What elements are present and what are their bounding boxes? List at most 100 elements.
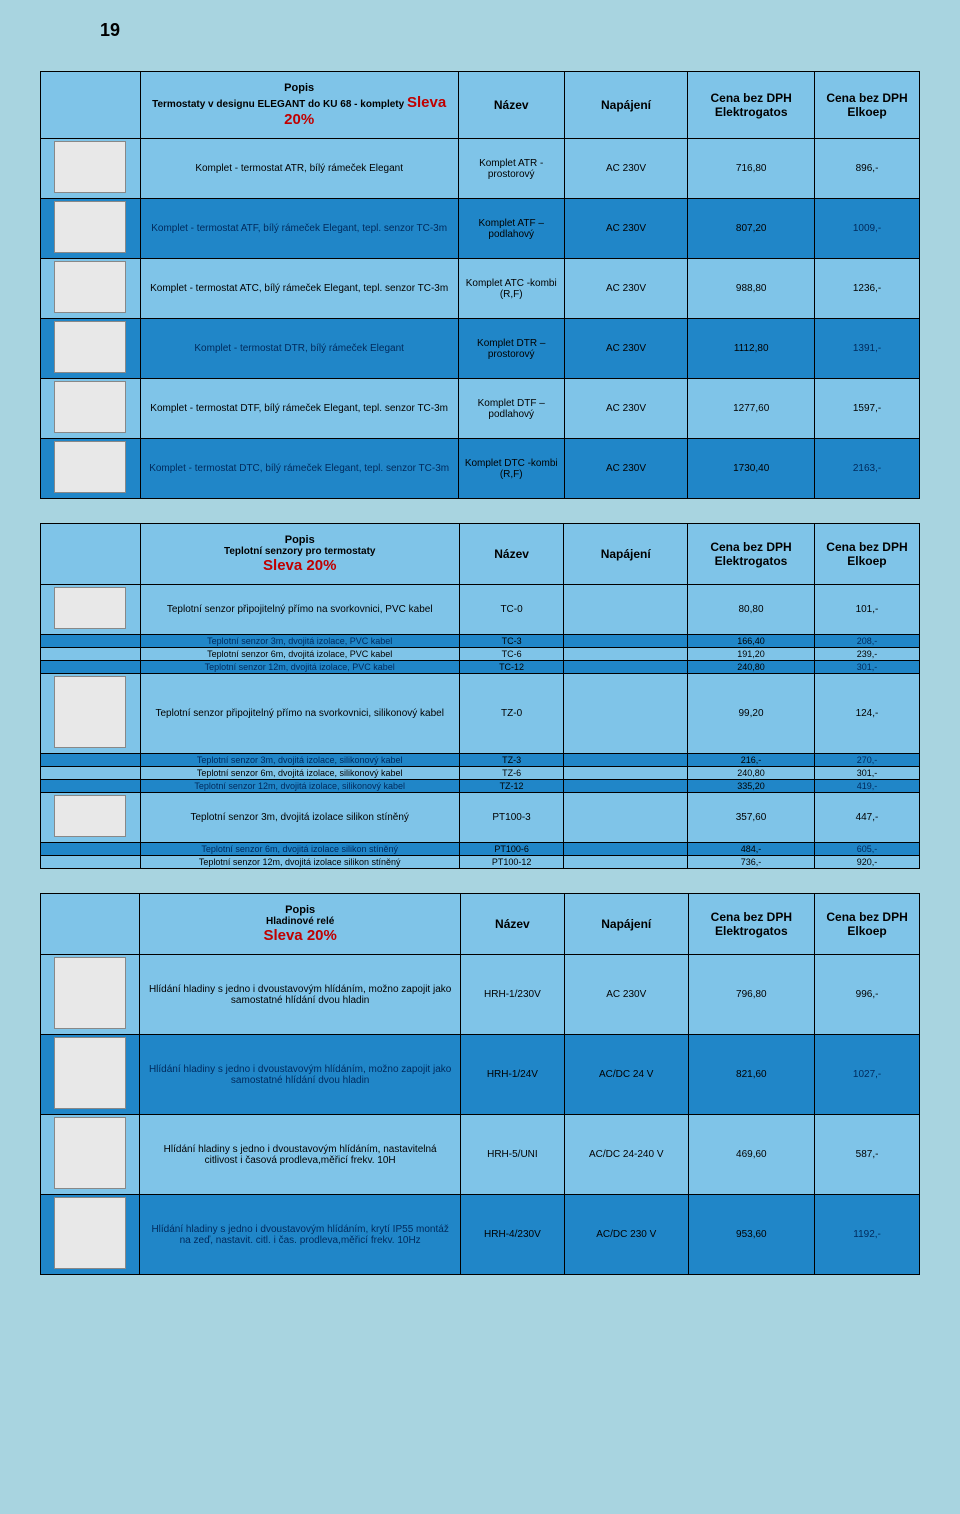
cell-name: PT100-12 <box>459 856 563 869</box>
hdr-img <box>41 72 141 139</box>
product-thumb-cell <box>41 139 141 199</box>
cell-price1: 484,- <box>688 843 815 856</box>
cell-power: AC 230V <box>564 379 688 439</box>
table-thermostats: Popis Termostaty v designu ELEGANT do KU… <box>40 71 920 499</box>
hdr-popis-title: Popis <box>146 904 453 916</box>
cell-price2: 239,- <box>814 648 919 661</box>
cell-desc: Teplotní senzor 12m, dvojitá izolace, PV… <box>140 661 459 674</box>
cell-power: AC/DC 24-240 V <box>564 1115 688 1195</box>
cell-desc: Hlídání hladiny s jedno i dvoustavovým h… <box>140 1195 460 1275</box>
hdr-popis-sub: Termostaty v designu ELEGANT do KU 68 - … <box>152 99 404 110</box>
product-thumb-cell <box>41 856 141 869</box>
product-thumb-cell <box>41 754 141 767</box>
cell-desc: Teplotní senzor 6m, dvojitá izolace, PVC… <box>140 648 459 661</box>
hdr-popis-title: Popis <box>147 534 453 546</box>
product-thumb <box>54 587 126 629</box>
cell-price1: 988,80 <box>688 259 815 319</box>
cell-name: Komplet ATF – podlahový <box>458 199 564 259</box>
cell-power <box>564 843 688 856</box>
cell-power <box>564 793 688 843</box>
table-header-row: Popis Hladinové relé Sleva 20% Název Nap… <box>41 894 920 955</box>
hdr-sleva: Sleva 20% <box>146 927 453 944</box>
product-thumb-cell <box>41 1115 140 1195</box>
cell-power: AC 230V <box>564 439 688 499</box>
table-row: Komplet - termostat ATC, bílý rámeček El… <box>41 259 920 319</box>
cell-name: Komplet ATC -kombi (R,F) <box>458 259 564 319</box>
cell-price2: 1009,- <box>815 199 920 259</box>
cell-power <box>564 648 688 661</box>
product-thumb <box>54 676 126 748</box>
cell-name: Komplet DTC -kombi (R,F) <box>458 439 564 499</box>
product-thumb-cell <box>41 635 141 648</box>
cell-desc: Komplet - termostat ATF, bílý rámeček El… <box>140 199 458 259</box>
product-thumb-cell <box>41 379 141 439</box>
cell-name: TZ-0 <box>459 674 563 754</box>
hdr-popis: Popis Hladinové relé Sleva 20% <box>140 894 460 955</box>
cell-name: Komplet DTF – podlahový <box>458 379 564 439</box>
product-thumb-cell <box>41 661 141 674</box>
table-row: Hlídání hladiny s jedno i dvoustavovým h… <box>41 1035 920 1115</box>
cell-name: TC-12 <box>459 661 563 674</box>
hdr-popis-sub: Hladinové relé <box>146 916 453 927</box>
cell-price2: 101,- <box>814 585 919 635</box>
cell-name: Komplet ATR - prostorový <box>458 139 564 199</box>
table-row: Teplotní senzor 12m, dvojitá izolace sil… <box>41 856 920 869</box>
table-row: Teplotní senzor 6m, dvojitá izolace, sil… <box>41 767 920 780</box>
hdr-img <box>41 894 140 955</box>
product-thumb <box>54 957 126 1029</box>
cell-power: AC 230V <box>564 259 688 319</box>
cell-power: AC 230V <box>564 319 688 379</box>
hdr-cena2: Cena bez DPH Elkoep <box>814 524 919 585</box>
cell-power: AC/DC 230 V <box>564 1195 688 1275</box>
cell-price2: 419,- <box>814 780 919 793</box>
cell-price1: 1730,40 <box>688 439 815 499</box>
product-thumb <box>54 795 126 837</box>
cell-name: HRH-5/UNI <box>460 1115 564 1195</box>
hdr-cena1: Cena bez DPH Elektrogatos <box>688 524 815 585</box>
cell-price1: 796,80 <box>688 955 815 1035</box>
cell-name: PT100-6 <box>459 843 563 856</box>
cell-price2: 896,- <box>815 139 920 199</box>
product-thumb-cell <box>41 843 141 856</box>
cell-price1: 1112,80 <box>688 319 815 379</box>
cell-name: TC-3 <box>459 635 563 648</box>
hdr-cena1: Cena bez DPH Elektrogatos <box>688 72 815 139</box>
cell-name: TC-0 <box>459 585 563 635</box>
table-row: Komplet - termostat DTC, bílý rámeček El… <box>41 439 920 499</box>
table-sensors: Popis Teplotní senzory pro termostaty Sl… <box>40 523 920 869</box>
table-row: Teplotní senzor připojitelný přímo na sv… <box>41 674 920 754</box>
cell-name: PT100-3 <box>459 793 563 843</box>
cell-price1: 335,20 <box>688 780 815 793</box>
cell-desc: Komplet - termostat ATC, bílý rámeček El… <box>140 259 458 319</box>
table-relays: Popis Hladinové relé Sleva 20% Název Nap… <box>40 893 920 1275</box>
table-row: Hlídání hladiny s jedno i dvoustavovým h… <box>41 1115 920 1195</box>
product-thumb <box>54 1197 126 1269</box>
table-row: Komplet - termostat ATF, bílý rámeček El… <box>41 199 920 259</box>
cell-desc: Teplotní senzor 3m, dvojitá izolace, sil… <box>140 754 459 767</box>
cell-price2: 208,- <box>814 635 919 648</box>
table-row: Teplotní senzor 3m, dvojitá izolace, PVC… <box>41 635 920 648</box>
cell-power: AC 230V <box>564 139 688 199</box>
cell-price1: 821,60 <box>688 1035 815 1115</box>
hdr-cena2: Cena bez DPH Elkoep <box>815 894 920 955</box>
cell-price2: 301,- <box>814 661 919 674</box>
cell-price2: 605,- <box>814 843 919 856</box>
table-header-row: Popis Teplotní senzory pro termostaty Sl… <box>41 524 920 585</box>
product-thumb-cell <box>41 1035 140 1115</box>
cell-price2: 920,- <box>814 856 919 869</box>
hdr-nazev: Název <box>460 894 564 955</box>
cell-power <box>564 661 688 674</box>
hdr-napajeni: Napájení <box>564 72 688 139</box>
table-row: Hlídání hladiny s jedno i dvoustavovým h… <box>41 955 920 1035</box>
cell-price2: 447,- <box>814 793 919 843</box>
cell-price1: 357,60 <box>688 793 815 843</box>
product-thumb-cell <box>41 1195 140 1275</box>
table-row: Komplet - termostat DTF, bílý rámeček El… <box>41 379 920 439</box>
cell-desc: Hlídání hladiny s jedno i dvoustavovým h… <box>140 1035 460 1115</box>
product-thumb <box>54 261 126 313</box>
cell-power: AC 230V <box>564 955 688 1035</box>
cell-price1: 240,80 <box>688 661 815 674</box>
cell-name: TZ-6 <box>459 767 563 780</box>
cell-desc: Hlídání hladiny s jedno i dvoustavovým h… <box>140 955 460 1035</box>
cell-price1: 953,60 <box>688 1195 815 1275</box>
